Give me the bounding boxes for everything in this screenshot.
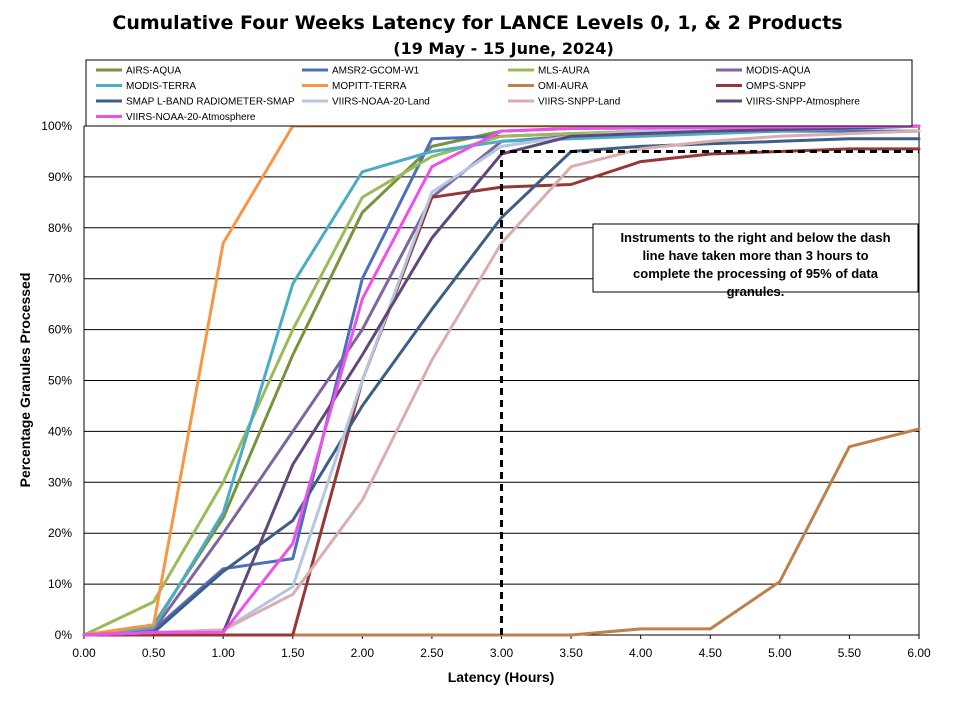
legend-label: VIIRS-SNPP-Land <box>538 97 620 108</box>
chart-title: Cumulative Four Weeks Latency for LANCE … <box>112 12 843 34</box>
y-tick-label: 0% <box>55 628 73 642</box>
y-tick-label: 90% <box>48 170 72 184</box>
legend-label: MOPITT-TERRA <box>332 81 407 92</box>
y-tick-label: 20% <box>48 526 72 540</box>
x-tick-label: 5.00 <box>768 646 792 660</box>
y-tick-label: 40% <box>48 424 72 438</box>
axes: 0% 10% 20% 30% 40% 50% 60% 70% 80% 90% 100% 0.00 0.5… <box>41 119 931 660</box>
legend-label: AIRS-AQUA <box>126 66 181 77</box>
x-tick-label: 0.00 <box>72 646 96 660</box>
y-tick-label: 10% <box>48 577 72 591</box>
legend-label: MODIS-AQUA <box>746 66 811 77</box>
y-tick-label: 100% <box>41 119 72 133</box>
legend-label: OMI-AURA <box>538 81 588 92</box>
legend-label: VIIRS-NOAA-20-Land <box>332 97 430 108</box>
threshold-line <box>500 149 919 635</box>
y-tick-label: 80% <box>48 221 72 235</box>
legend-label: VIIRS-SNPP-Atmosphere <box>746 97 860 108</box>
x-tick-label: 2.50 <box>420 646 444 660</box>
y-tick-label: 70% <box>48 272 72 286</box>
legend-label: SMAP L-BAND RADIOMETER-SMAP <box>126 97 295 108</box>
y-axis-label: Percentage Granules Processed <box>17 273 33 488</box>
legend-label: MLS-AURA <box>538 66 590 77</box>
x-tick-label: 1.00 <box>211 646 235 660</box>
legend-label: OMPS-SNPP <box>746 81 806 92</box>
legend: AIRS-AQUA AMSR2-GCOM-W1 MLS-AURA MODIS-AQUA… <box>85 59 913 127</box>
x-tick-label: 2.00 <box>351 646 375 660</box>
annotation-frame <box>592 223 919 293</box>
series-line-viirs-noaa-20-atmosphere <box>82 124 921 637</box>
legend-label: MODIS-TERRA <box>126 81 196 92</box>
x-tick-label: 4.00 <box>629 646 653 660</box>
threshold-dash-line <box>500 149 919 635</box>
x-tick-label: 1.50 <box>281 646 305 660</box>
legend-label: AMSR2-GCOM-W1 <box>332 66 420 77</box>
x-tick-label: 0.50 <box>142 646 166 660</box>
y-tick-label: 50% <box>48 374 72 388</box>
x-tick-label: 5.50 <box>838 646 862 660</box>
x-tick-label: 4.50 <box>699 646 723 660</box>
legend-label: VIIRS-NOAA-20-Atmosphere <box>126 112 256 123</box>
annotation-text: Instruments to the right and below the d… <box>620 230 890 299</box>
x-tick-label: 3.00 <box>490 646 514 660</box>
x-tick-label: 6.00 <box>907 646 931 660</box>
annotation-box: Instruments to the right and below the d… <box>592 223 919 299</box>
legend-box <box>85 59 913 127</box>
x-axis-label: Latency (Hours) <box>448 669 555 685</box>
series-line-smap-l-band-radiometer-smap <box>82 137 921 637</box>
y-tick-label: 60% <box>48 323 72 337</box>
y-tick-label: 30% <box>48 475 72 489</box>
chart-subtitle: (19 May - 15 June, 2024) <box>393 39 614 58</box>
x-tick-label: 3.50 <box>559 646 583 660</box>
